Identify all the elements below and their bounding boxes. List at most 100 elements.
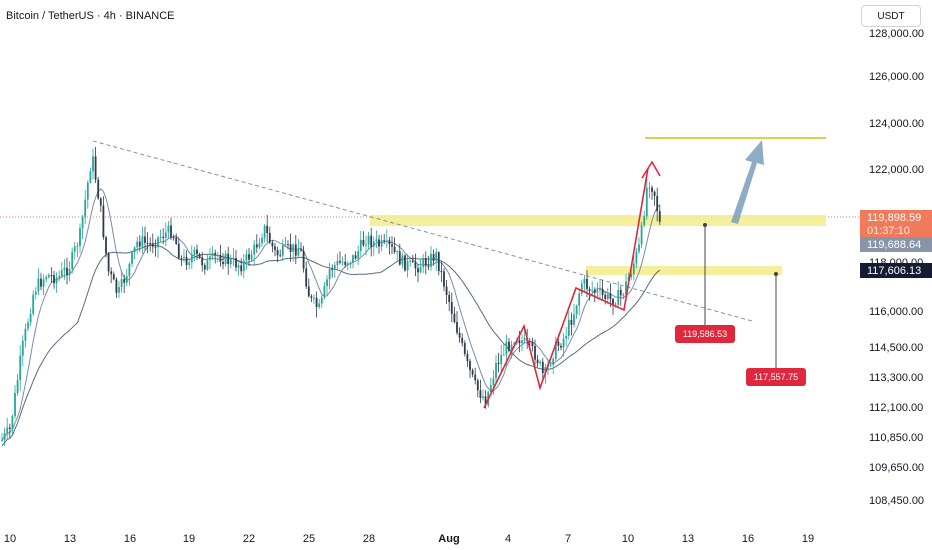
candle-body [333,265,336,270]
candle-body [622,294,625,296]
candle-body [609,293,612,299]
candle-body [289,244,292,252]
candle-body [307,286,310,297]
candle-body [489,385,492,393]
price-marker-lower-bg [746,368,806,386]
candle-body [292,244,295,252]
candle-body [235,258,237,268]
candle-body [216,255,219,257]
candle-body [112,274,115,280]
candle-body [401,255,404,265]
currency-button[interactable]: USDT [861,5,921,27]
candle-body [521,340,523,344]
candle-body [6,427,9,434]
candle-body [284,244,287,246]
countdown-badge: 01:37:10 [867,225,910,237]
candle-body [159,236,162,238]
candle-body [474,374,477,381]
candle-body [105,237,107,254]
candle-body [336,260,339,266]
candle-body [552,358,555,365]
candle-body [193,249,196,256]
candle-body [458,332,461,338]
candle-body [180,258,183,260]
candle-body [297,249,300,256]
candle-body [651,187,653,192]
candle-body [261,237,263,244]
slow-moving-average [1,244,661,447]
candle-body [479,390,482,399]
candle-body [102,205,105,238]
candle-body [606,293,609,299]
lower-zone [586,266,782,275]
candle-body [463,343,466,354]
candle-body [63,267,66,271]
candle-body [107,253,110,272]
candle-body [645,187,648,217]
candle-body [294,244,297,256]
candle-body [97,179,100,199]
candle-body [393,246,396,252]
candle-body [385,240,388,242]
candle-body [227,253,230,265]
candle-body [149,243,152,245]
candle-body [118,287,120,293]
candle-body [344,261,347,265]
candle-body [424,258,427,266]
candle-body [640,224,643,245]
candle-body [219,255,222,262]
candle-body [136,241,139,248]
candle-body [365,244,367,246]
candle-body [86,182,89,200]
candle-body [250,254,253,260]
candle-body [37,278,40,292]
candle-body [68,268,71,275]
candle-body [419,267,422,273]
candle-body [255,244,258,248]
candle-body [406,260,409,271]
candle-body [89,171,92,183]
candles [1,146,661,446]
candle-body [287,244,289,246]
candle-body [170,225,172,238]
candle-body [29,313,32,323]
zones [370,137,826,275]
candle-body [476,380,479,391]
ma-value-badge: 119,688.64 [867,239,921,251]
candle-body [115,279,118,293]
level-badge-bg [860,263,932,278]
candle-body [612,298,614,306]
price-marker-lower-dot [774,272,778,276]
candle-body [177,243,180,259]
price-tick-label: 128,000.00 [869,28,924,40]
price-tick-label: 124,000.00 [869,118,924,130]
candle-body [315,297,318,308]
candle-body [427,265,430,267]
candle-body [206,259,209,270]
candle-body [435,252,438,261]
candle-body [42,279,45,287]
price-tick-label: 108,450.00 [869,495,924,507]
candle-body [50,275,53,277]
candle-body [196,249,198,255]
candle-body [466,353,469,361]
candle-body [320,297,323,304]
candle-body [305,268,308,287]
candle-body [648,187,651,189]
candle-body [144,236,146,243]
candle-body [55,277,58,284]
candle-body [3,433,6,440]
candle-body [313,297,315,299]
candle-body [94,156,97,180]
candle-body [549,364,552,366]
candle-body [73,246,76,252]
candle-body [398,251,401,265]
candle-body [570,319,573,325]
candle-body [123,279,126,283]
candle-body [505,341,508,355]
price-marker-upper-dot [703,223,707,227]
price-tick-label: 113,300.00 [869,372,923,384]
candle-body [380,240,383,247]
price-tick-label: 116,000.00 [869,306,923,318]
